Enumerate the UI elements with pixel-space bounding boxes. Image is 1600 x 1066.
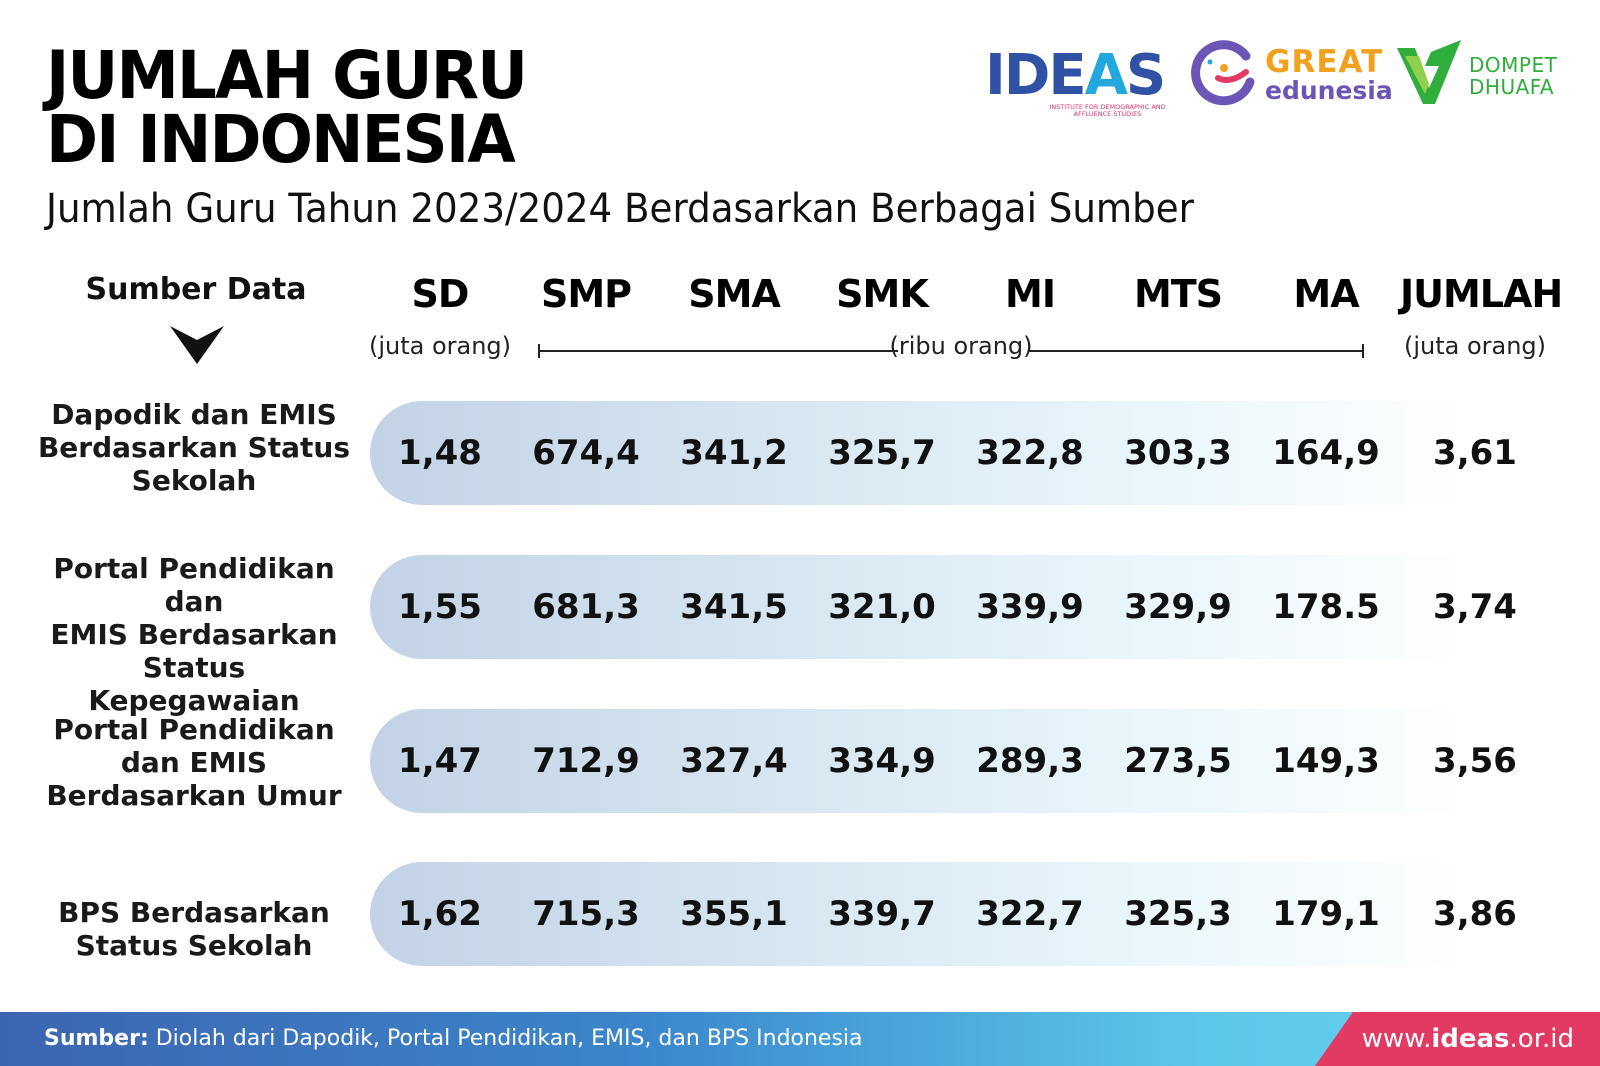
table-cell-ma: 178.5 [1272,587,1380,627]
table-cell-sma: 341,5 [680,587,788,627]
footer-source: Sumber: Diolah dari Dapodik, Portal Pend… [44,1026,863,1051]
row-source-label-line: Portal Pendidikan [53,713,335,746]
row-source-label: Portal Pendidikan dan EMIS Berdasarkan Umu… [36,713,352,812]
table-cell-ma: 149,3 [1272,741,1380,781]
ideas-word-a: A [1084,43,1128,108]
table-cell-smp: 715,3 [532,894,640,934]
table-cell-mi: 322,7 [976,894,1084,934]
footer-url-suffix: .or.id [1509,1024,1574,1054]
table-cell-sma: 341,2 [680,433,788,473]
row-source-label-line: Portal Pendidikan dan [53,552,335,618]
table-cell-smp: 674,4 [532,433,640,473]
table-cell-smk: 339,7 [828,894,936,934]
table-cell-sma: 327,4 [680,741,788,781]
column-header-smk: SMK [836,272,929,316]
ideas-logo-subtitle: INSTITUTE FOR DEMOGRAPHIC AND AFFLUENCE … [1049,103,1166,118]
chevron-down-icon [170,326,224,364]
dompet-dhuafa-logo: DOMPET DHUAFA [1395,38,1575,110]
table-cell-mts: 273,5 [1124,741,1232,781]
unit-middle: (ribu orang) [889,332,1033,360]
table-row [370,401,1470,505]
row-source-label-line: Berdasarkan Status [37,431,351,464]
table-row [370,709,1470,813]
row-source-label-line: Status Kepegawaian [88,651,300,717]
dompet-line-1: DOMPET [1469,53,1558,77]
column-header-mts: MTS [1133,272,1223,316]
dompet-line-2: DHUAFA [1469,75,1555,99]
footer-source-text: Diolah dari Dapodik, Portal Pendidikan, … [148,1026,863,1051]
footer-source-label: Sumber: [44,1026,149,1051]
table-cell-smk: 325,7 [828,433,936,473]
unit-sd: (juta orang) [368,332,512,360]
table-cell-ma: 164,9 [1272,433,1380,473]
column-header-smp: SMP [540,272,632,316]
row-source-label-line: dan EMIS [120,746,268,779]
table-cell-sd: 1,62 [398,894,482,934]
great-edunesia-logo: GREAT edunesia [1188,38,1393,110]
footer-url-bold: ideas [1431,1024,1510,1054]
row-source-label-line: BPS Berdasarkan [58,896,330,929]
column-header-sd: SD [411,272,470,316]
table-cell-sd: 1,48 [398,433,482,473]
ideas-word-left: IDE [985,43,1087,108]
edunesia-word: edunesia [1265,76,1393,105]
footer-url[interactable]: www.ideas.or.id [1362,1024,1574,1054]
page-title: JUMLAH GURU DI INDONESIA [46,37,528,178]
table-cell-sd: 1,55 [398,587,482,627]
subtitle: Jumlah Guru Tahun 2023/2024 Berdasarkan … [46,186,1194,232]
table-cell-mi: 289,3 [976,741,1084,781]
dompet-dhuafa-icon [1397,40,1461,104]
title-line-2: DI INDONESIA [46,101,516,178]
title-line-1: JUMLAH GURU [46,37,528,114]
row-source-label: BPS Berdasarkan Status Sekolah [36,896,352,962]
table-cell-smp: 712,9 [532,741,640,781]
table-cell-sd: 1,47 [398,741,482,781]
table-cell-ma: 179,1 [1272,894,1380,934]
table-cell-jumlah: 3,56 [1433,741,1517,781]
row-source-label-line: Dapodik dan EMIS [51,398,337,431]
ideas-logo: IDEAS INSTITUTE FOR DEMOGRAPHIC AND AFFL… [985,40,1170,122]
table-cell-sma: 355,1 [680,894,788,934]
unit-total: (juta orang) [1403,332,1547,360]
table-row [370,862,1470,966]
column-header-mi: MI [1005,272,1056,316]
table-cell-mi: 339,9 [976,587,1084,627]
row-source-label: Dapodik dan EMIS Berdasarkan Status Sekola… [36,398,352,497]
column-header-ma: MA [1293,272,1359,316]
footer-url-prefix: www. [1361,1024,1432,1054]
ideas-word-right: S [1125,43,1166,108]
table-cell-mi: 322,8 [976,433,1084,473]
table-cell-mts: 325,3 [1124,894,1232,934]
unit-bracket [538,344,1364,358]
column-header-sma: SMA [688,272,781,316]
table-cell-smk: 321,0 [828,587,936,627]
row-source-label-line: Berdasarkan Umur [46,779,342,812]
table-cell-mts: 329,9 [1124,587,1232,627]
footer-bar: Sumber: Diolah dari Dapodik, Portal Pend… [0,1012,1600,1066]
table-cell-jumlah: 3,74 [1433,587,1517,627]
column-header-jumlah: JUMLAH [1400,272,1563,316]
ideas-logo-word: IDEAS [985,43,1166,108]
row-source-label: Portal Pendidikan dan EMIS Berdasarkan Sta… [36,552,352,717]
table-cell-mts: 303,3 [1124,433,1232,473]
table-cell-jumlah: 3,61 [1433,433,1517,473]
table-row [370,555,1470,659]
footer-accent [1315,1012,1600,1066]
great-ring-icon [1191,40,1255,106]
source-column-header: Sumber Data [85,272,307,307]
table-cell-smk: 334,9 [828,741,936,781]
dompet-dhuafa-text: DOMPET DHUAFA [1469,54,1557,98]
table-cell-smp: 681,3 [532,587,640,627]
row-source-label-line: Sekolah [131,464,257,497]
row-source-label-line: EMIS Berdasarkan [50,618,338,651]
row-source-label-line: Status Sekolah [75,929,313,962]
great-word: GREAT [1265,44,1384,80]
table-cell-jumlah: 3,86 [1433,894,1517,934]
